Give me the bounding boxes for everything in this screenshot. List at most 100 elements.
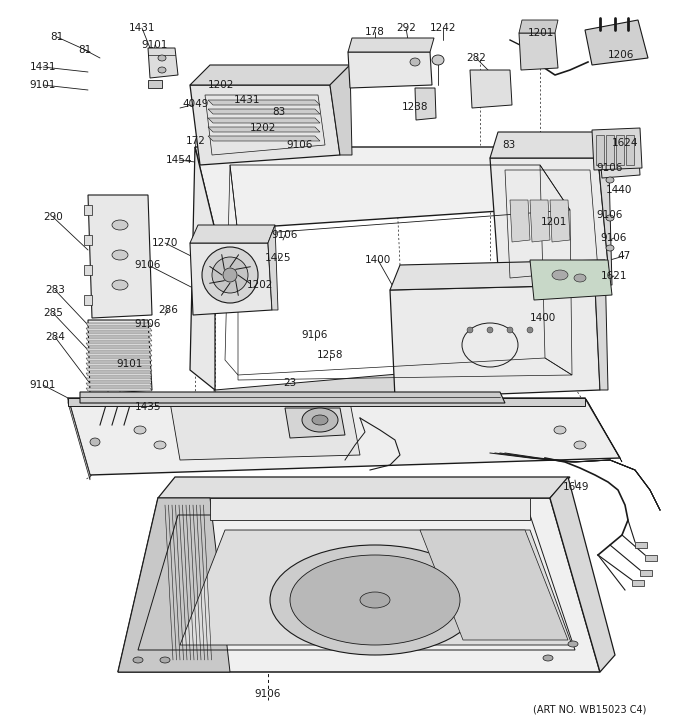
Ellipse shape [606,177,614,183]
Text: 1425: 1425 [265,253,291,263]
Polygon shape [80,392,505,403]
Polygon shape [190,225,275,243]
Ellipse shape [507,327,513,333]
Text: 81: 81 [50,32,64,42]
Text: 1202: 1202 [250,123,276,133]
Text: 9106: 9106 [272,230,299,240]
Ellipse shape [134,426,146,434]
Polygon shape [585,398,622,462]
Text: 9106: 9106 [597,163,623,173]
Polygon shape [84,235,92,245]
Ellipse shape [312,415,328,425]
Ellipse shape [467,327,473,333]
Text: 83: 83 [503,140,515,150]
Ellipse shape [290,555,460,645]
Polygon shape [208,100,320,105]
Polygon shape [84,265,92,275]
Polygon shape [180,530,572,645]
Ellipse shape [154,441,166,449]
Text: 172: 172 [186,136,206,146]
Ellipse shape [202,247,258,303]
Ellipse shape [568,641,578,647]
Polygon shape [86,343,152,346]
Text: 1201: 1201 [528,28,554,38]
Polygon shape [88,195,152,318]
Polygon shape [88,320,152,395]
Polygon shape [158,477,570,498]
Text: 9101: 9101 [30,80,56,90]
Text: 1440: 1440 [606,185,632,195]
Polygon shape [330,65,352,155]
Text: 9106: 9106 [597,210,623,220]
Polygon shape [84,205,92,215]
Ellipse shape [410,58,420,66]
Text: 1454: 1454 [166,155,192,165]
Ellipse shape [360,592,390,608]
Polygon shape [208,127,320,132]
Text: 286: 286 [158,305,178,315]
Text: 47: 47 [617,251,630,261]
Ellipse shape [302,408,338,432]
Polygon shape [86,363,152,366]
Polygon shape [285,408,345,438]
Polygon shape [616,135,624,165]
Ellipse shape [574,274,586,282]
Ellipse shape [133,657,143,663]
Polygon shape [595,260,608,390]
Text: 1431: 1431 [129,23,155,33]
Polygon shape [190,65,350,85]
Polygon shape [555,147,592,390]
Ellipse shape [554,426,566,434]
Text: 282: 282 [466,53,486,63]
Polygon shape [550,200,570,242]
Polygon shape [170,402,360,460]
Polygon shape [470,70,512,108]
Ellipse shape [223,268,237,282]
Ellipse shape [212,257,248,293]
Text: 1624: 1624 [612,138,639,148]
Text: 9106: 9106 [302,330,328,340]
Polygon shape [68,398,90,480]
Polygon shape [598,132,612,285]
Text: 1238: 1238 [402,102,428,112]
Polygon shape [420,530,568,640]
Polygon shape [86,328,152,331]
Text: 1202: 1202 [247,280,273,290]
Polygon shape [519,20,558,33]
Polygon shape [490,132,608,158]
Text: 9106: 9106 [287,140,313,150]
Polygon shape [530,260,612,300]
Polygon shape [519,33,558,70]
Ellipse shape [112,280,128,290]
Text: 1206: 1206 [608,50,634,60]
Polygon shape [86,338,152,341]
Polygon shape [530,200,550,242]
Text: (ART NO. WB15023 C4): (ART NO. WB15023 C4) [533,705,647,715]
Polygon shape [86,333,152,336]
Ellipse shape [543,655,553,661]
Ellipse shape [574,441,586,449]
Ellipse shape [158,55,166,61]
Ellipse shape [112,220,128,230]
Polygon shape [86,358,152,361]
Text: 1435: 1435 [135,402,161,412]
Text: 1431: 1431 [30,62,56,72]
Polygon shape [86,368,152,371]
Text: 9101: 9101 [142,40,168,50]
Polygon shape [348,38,434,52]
Ellipse shape [527,327,533,333]
Polygon shape [510,200,530,242]
Text: 1431: 1431 [234,95,260,105]
Text: 178: 178 [365,27,385,37]
Polygon shape [348,52,432,88]
Ellipse shape [432,55,444,65]
Polygon shape [86,388,152,391]
Polygon shape [596,135,604,165]
Polygon shape [68,398,585,406]
Ellipse shape [160,657,170,663]
Polygon shape [118,498,600,672]
Polygon shape [268,225,278,310]
Text: 9106: 9106 [601,233,627,243]
Polygon shape [390,285,600,398]
Ellipse shape [90,438,100,446]
